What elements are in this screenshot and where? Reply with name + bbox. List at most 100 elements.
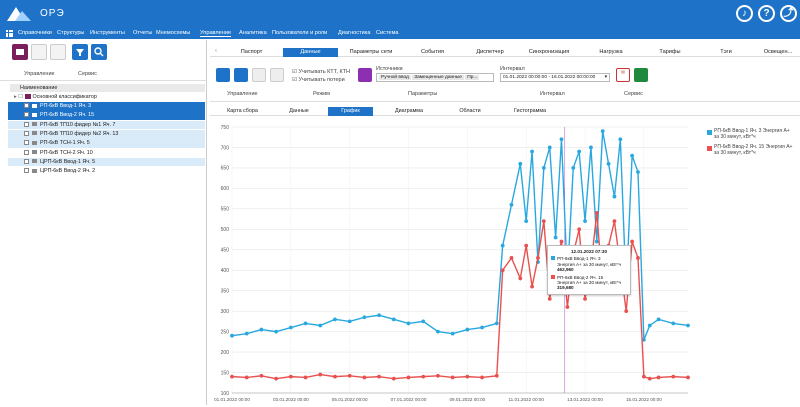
folder-button[interactable] [12,44,28,60]
lock-button[interactable] [252,68,266,82]
tab[interactable]: Нагрузка [599,49,623,55]
apps-grid-icon[interactable] [6,30,13,37]
filter-button[interactable] [72,44,88,60]
view-tab[interactable]: Данные [289,108,309,114]
menu-item[interactable]: Справочники [18,30,52,36]
mode-option-ktt[interactable]: ☑ Учитывать КТТ, КТН [292,69,350,75]
legend-item-series-2[interactable]: РП-6кВ Ввод-2 Яч. 15 Энергия А+ за 30 ми… [714,144,793,156]
sources-select[interactable]: Ручной ввод Замещенные данные Пр... [376,73,494,82]
data-point [494,373,499,378]
calc-button[interactable] [234,68,248,82]
mode-option-losses[interactable]: ☑ Учитывать потери [292,77,345,83]
menu-item[interactable]: Диагностика [338,30,371,36]
checkbox[interactable] [24,130,29,136]
sources-button[interactable] [358,68,372,82]
data-point [391,376,396,381]
view-tab[interactable]: График [328,107,373,116]
tabs-scroll-left-icon[interactable]: ‹ [215,48,217,54]
data-point [500,243,505,248]
checkbox[interactable] [24,103,29,109]
tree-item[interactable]: РП-6кВ ТСН-1 Яч. 5 [8,139,205,148]
tab[interactable]: Освещен... [763,49,793,55]
menu-item-active[interactable]: Управление [200,30,232,37]
ribbon-label-service: Сервис [624,91,643,97]
legend-item-series-1[interactable]: РП-6кВ Ввод-1 Яч. 3 Энергия А+ за 30 мин… [714,128,790,140]
checkbox[interactable] [24,112,29,118]
data-point [259,327,264,332]
search-icon [94,47,104,57]
tab[interactable]: Тэги [720,49,732,55]
tab[interactable]: События [420,49,445,55]
source-tag[interactable]: Замещенные данные [412,75,464,80]
energy-line-chart[interactable]: 100 150 200 250 300 350 400 450 500 550 600 650 700 7… [210,117,800,405]
help-icon[interactable]: ? [758,5,775,22]
refresh-button[interactable] [50,44,66,60]
menu-item[interactable]: Аналитика [239,30,267,36]
tab[interactable]: Данные [283,48,338,57]
data-point [541,166,546,170]
data-point [333,374,337,379]
notifications-icon[interactable]: ♪ [736,5,753,22]
view-tab[interactable]: Карта сбора [227,108,258,114]
data-point [565,305,570,309]
data-point [624,309,629,314]
tree-item[interactable]: ЦРП-6кВ Ввод-1 Яч. 5 [8,157,205,167]
checkbox[interactable] [24,121,29,127]
data-point [630,239,635,244]
data-point [450,375,455,380]
view-tab[interactable]: Области [459,108,481,114]
data-point [530,149,534,154]
x-tick-label: 01.01.2022 00:00 [214,397,250,402]
tree-header[interactable]: Наименование [10,84,205,92]
data-point [583,219,587,224]
data-point [547,296,552,301]
chevron-down-icon[interactable]: ▾ [604,75,607,80]
checkbox[interactable] [24,158,29,164]
tree-item[interactable]: РП-6кВ ТП10 фидер №2 Яч. 13 [8,129,205,139]
data-point [547,145,552,150]
tree-item[interactable]: РП-6кВ Ввод-1 Яч. 3 [8,102,205,111]
ribbon-label-params: Параметры [408,91,438,97]
menu-item[interactable]: Пользователи и роли [272,30,328,36]
checkbox[interactable] [24,168,29,174]
data-point [518,276,523,281]
data-point [630,153,635,158]
tree-item[interactable]: РП-6кВ ТСН-2 Яч. 10 [8,149,205,158]
source-tag[interactable]: Пр... [465,75,480,80]
tree-item[interactable]: РП-6кВ Ввод-2 Яч. 15 [8,111,205,120]
menu-item[interactable]: Система [376,30,399,36]
tooltip-s1-value: 462,960 [557,267,574,273]
tooltip-s1-name: РП-6кВ Ввод-1 Яч. 3 [557,256,601,262]
tab[interactable]: Параметры сети [349,49,393,55]
add-button[interactable] [31,44,47,60]
tooltip-swatch-2 [551,274,555,279]
y-tick-label: 500 [221,227,230,233]
y-tick-label: 200 [221,350,230,356]
tab[interactable]: Синхронизация [528,49,570,55]
data-point [494,321,499,326]
tab[interactable]: Тарифы [659,49,681,55]
search-button[interactable] [91,44,107,60]
legend-swatch-series-2 [707,146,712,151]
menu-item[interactable]: Мнемосхемы [156,30,191,36]
excel-export-button[interactable] [634,68,648,82]
menu-item[interactable]: Отчеты [133,30,153,36]
tree-item[interactable]: РП-6кВ ТП10 фидер №1 Яч. 7 [8,120,205,130]
view-tab[interactable]: Гистограмма [513,108,547,114]
view-tab[interactable]: Диаграмма [394,108,424,114]
checkbox[interactable] [24,149,29,155]
edit-button[interactable] [270,68,284,82]
checkbox[interactable] [24,140,29,146]
export-report-button[interactable]: ▤ [616,68,630,82]
menu-item[interactable]: Структуры [57,30,85,36]
app-title: ОРЭ [40,8,65,19]
tab[interactable]: Диспетчер [476,49,504,55]
menu-item[interactable]: Инструменты [90,30,125,36]
exit-icon[interactable]: ⤴ [780,5,797,22]
interval-input[interactable]: 01.01.2022 00:00:00 - 16.01.2022 00:00:0… [500,73,610,82]
tree-item[interactable]: ЦРП-6кВ Ввод-2 Яч. 2 [8,167,205,176]
sync-button[interactable] [216,68,230,82]
source-tag[interactable]: Ручной ввод [379,75,411,80]
tree-root[interactable]: ▸ ☐ Основной классификатор [14,94,97,100]
tab[interactable]: Паспорт [240,49,263,55]
